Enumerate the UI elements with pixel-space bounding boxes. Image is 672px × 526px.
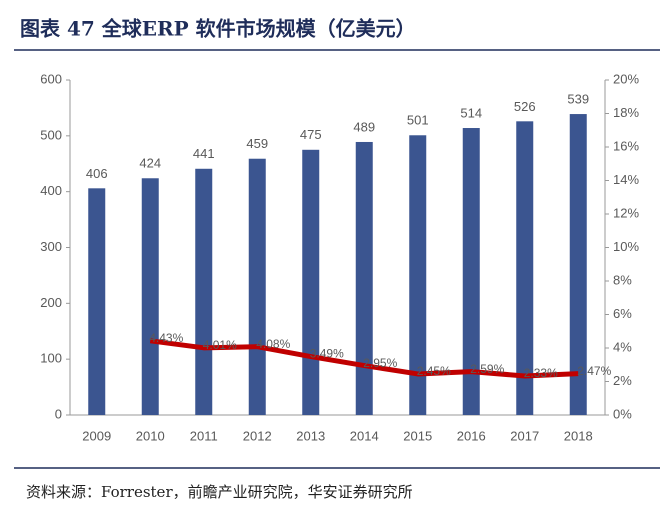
y2-tick-label: 20% <box>613 71 639 86</box>
y2-tick-label: 14% <box>613 172 639 187</box>
line-label: 4.08% <box>256 337 290 351</box>
bar <box>516 121 534 416</box>
bar-label: 539 <box>567 91 589 106</box>
y-tick-label: 600 <box>40 71 62 86</box>
bar-label: 501 <box>407 113 429 128</box>
x-tick-label: 2011 <box>190 428 218 443</box>
x-tick-label: 2018 <box>564 428 593 443</box>
bar-label: 441 <box>193 146 215 161</box>
line-label: 2.33% <box>524 366 558 380</box>
bar-label: 526 <box>514 99 536 114</box>
chart-title: 图表 47 全球ERP 软件市场规模（亿美元） <box>20 17 416 41</box>
x-tick-label: 2010 <box>136 428 165 443</box>
y2-tick-label: 0% <box>613 406 632 421</box>
x-tick-label: 2009 <box>82 428 111 443</box>
y2-tick-label: 18% <box>613 105 639 120</box>
y2-tick-label: 16% <box>613 138 639 153</box>
x-tick-label: 2015 <box>403 428 432 443</box>
bar-label: 459 <box>246 136 268 151</box>
y2-tick-label: 2% <box>613 373 632 388</box>
y2-tick-label: 12% <box>613 205 639 220</box>
bar-label: 424 <box>139 156 161 171</box>
line-label: 4.01% <box>203 338 237 352</box>
y-tick-label: 0 <box>55 406 62 421</box>
bar-label: 406 <box>86 166 108 181</box>
y-tick-label: 100 <box>40 351 62 366</box>
y-tick-label: 300 <box>40 239 62 254</box>
bar <box>355 141 373 415</box>
y2-tick-label: 6% <box>613 306 632 321</box>
y-tick-label: 200 <box>40 295 62 310</box>
bar-label: 489 <box>353 119 375 134</box>
bar-label: 514 <box>460 105 482 120</box>
line-label: 2.47% <box>577 364 611 378</box>
x-tick-label: 2014 <box>350 428 379 443</box>
y2-tick-label: 4% <box>613 339 632 354</box>
bar <box>302 149 320 415</box>
bar <box>195 168 213 415</box>
bar-label: 475 <box>300 127 322 142</box>
y2-tick-label: 10% <box>613 239 639 254</box>
bar <box>409 135 427 415</box>
line-label: 2.95% <box>363 356 397 370</box>
bar <box>141 178 159 415</box>
line-label: 2.59% <box>470 362 504 376</box>
line-label: 3.49% <box>310 347 344 361</box>
line-label: 4.43% <box>149 331 183 345</box>
y2-tick-label: 8% <box>613 272 632 287</box>
x-tick-label: 2016 <box>457 428 486 443</box>
bar <box>248 158 266 415</box>
source: 资料来源：Forrester，前瞻产业研究院，华安证券研究所 <box>26 483 413 501</box>
x-tick-label: 2017 <box>510 428 539 443</box>
line-label: 2.45% <box>417 364 451 378</box>
bar <box>462 128 480 415</box>
x-tick-label: 2012 <box>243 428 272 443</box>
bar <box>88 188 106 415</box>
y-tick-label: 400 <box>40 183 62 198</box>
line <box>149 338 579 379</box>
bar <box>569 114 587 415</box>
y-tick-label: 500 <box>40 127 62 142</box>
x-tick-label: 2013 <box>296 428 325 443</box>
